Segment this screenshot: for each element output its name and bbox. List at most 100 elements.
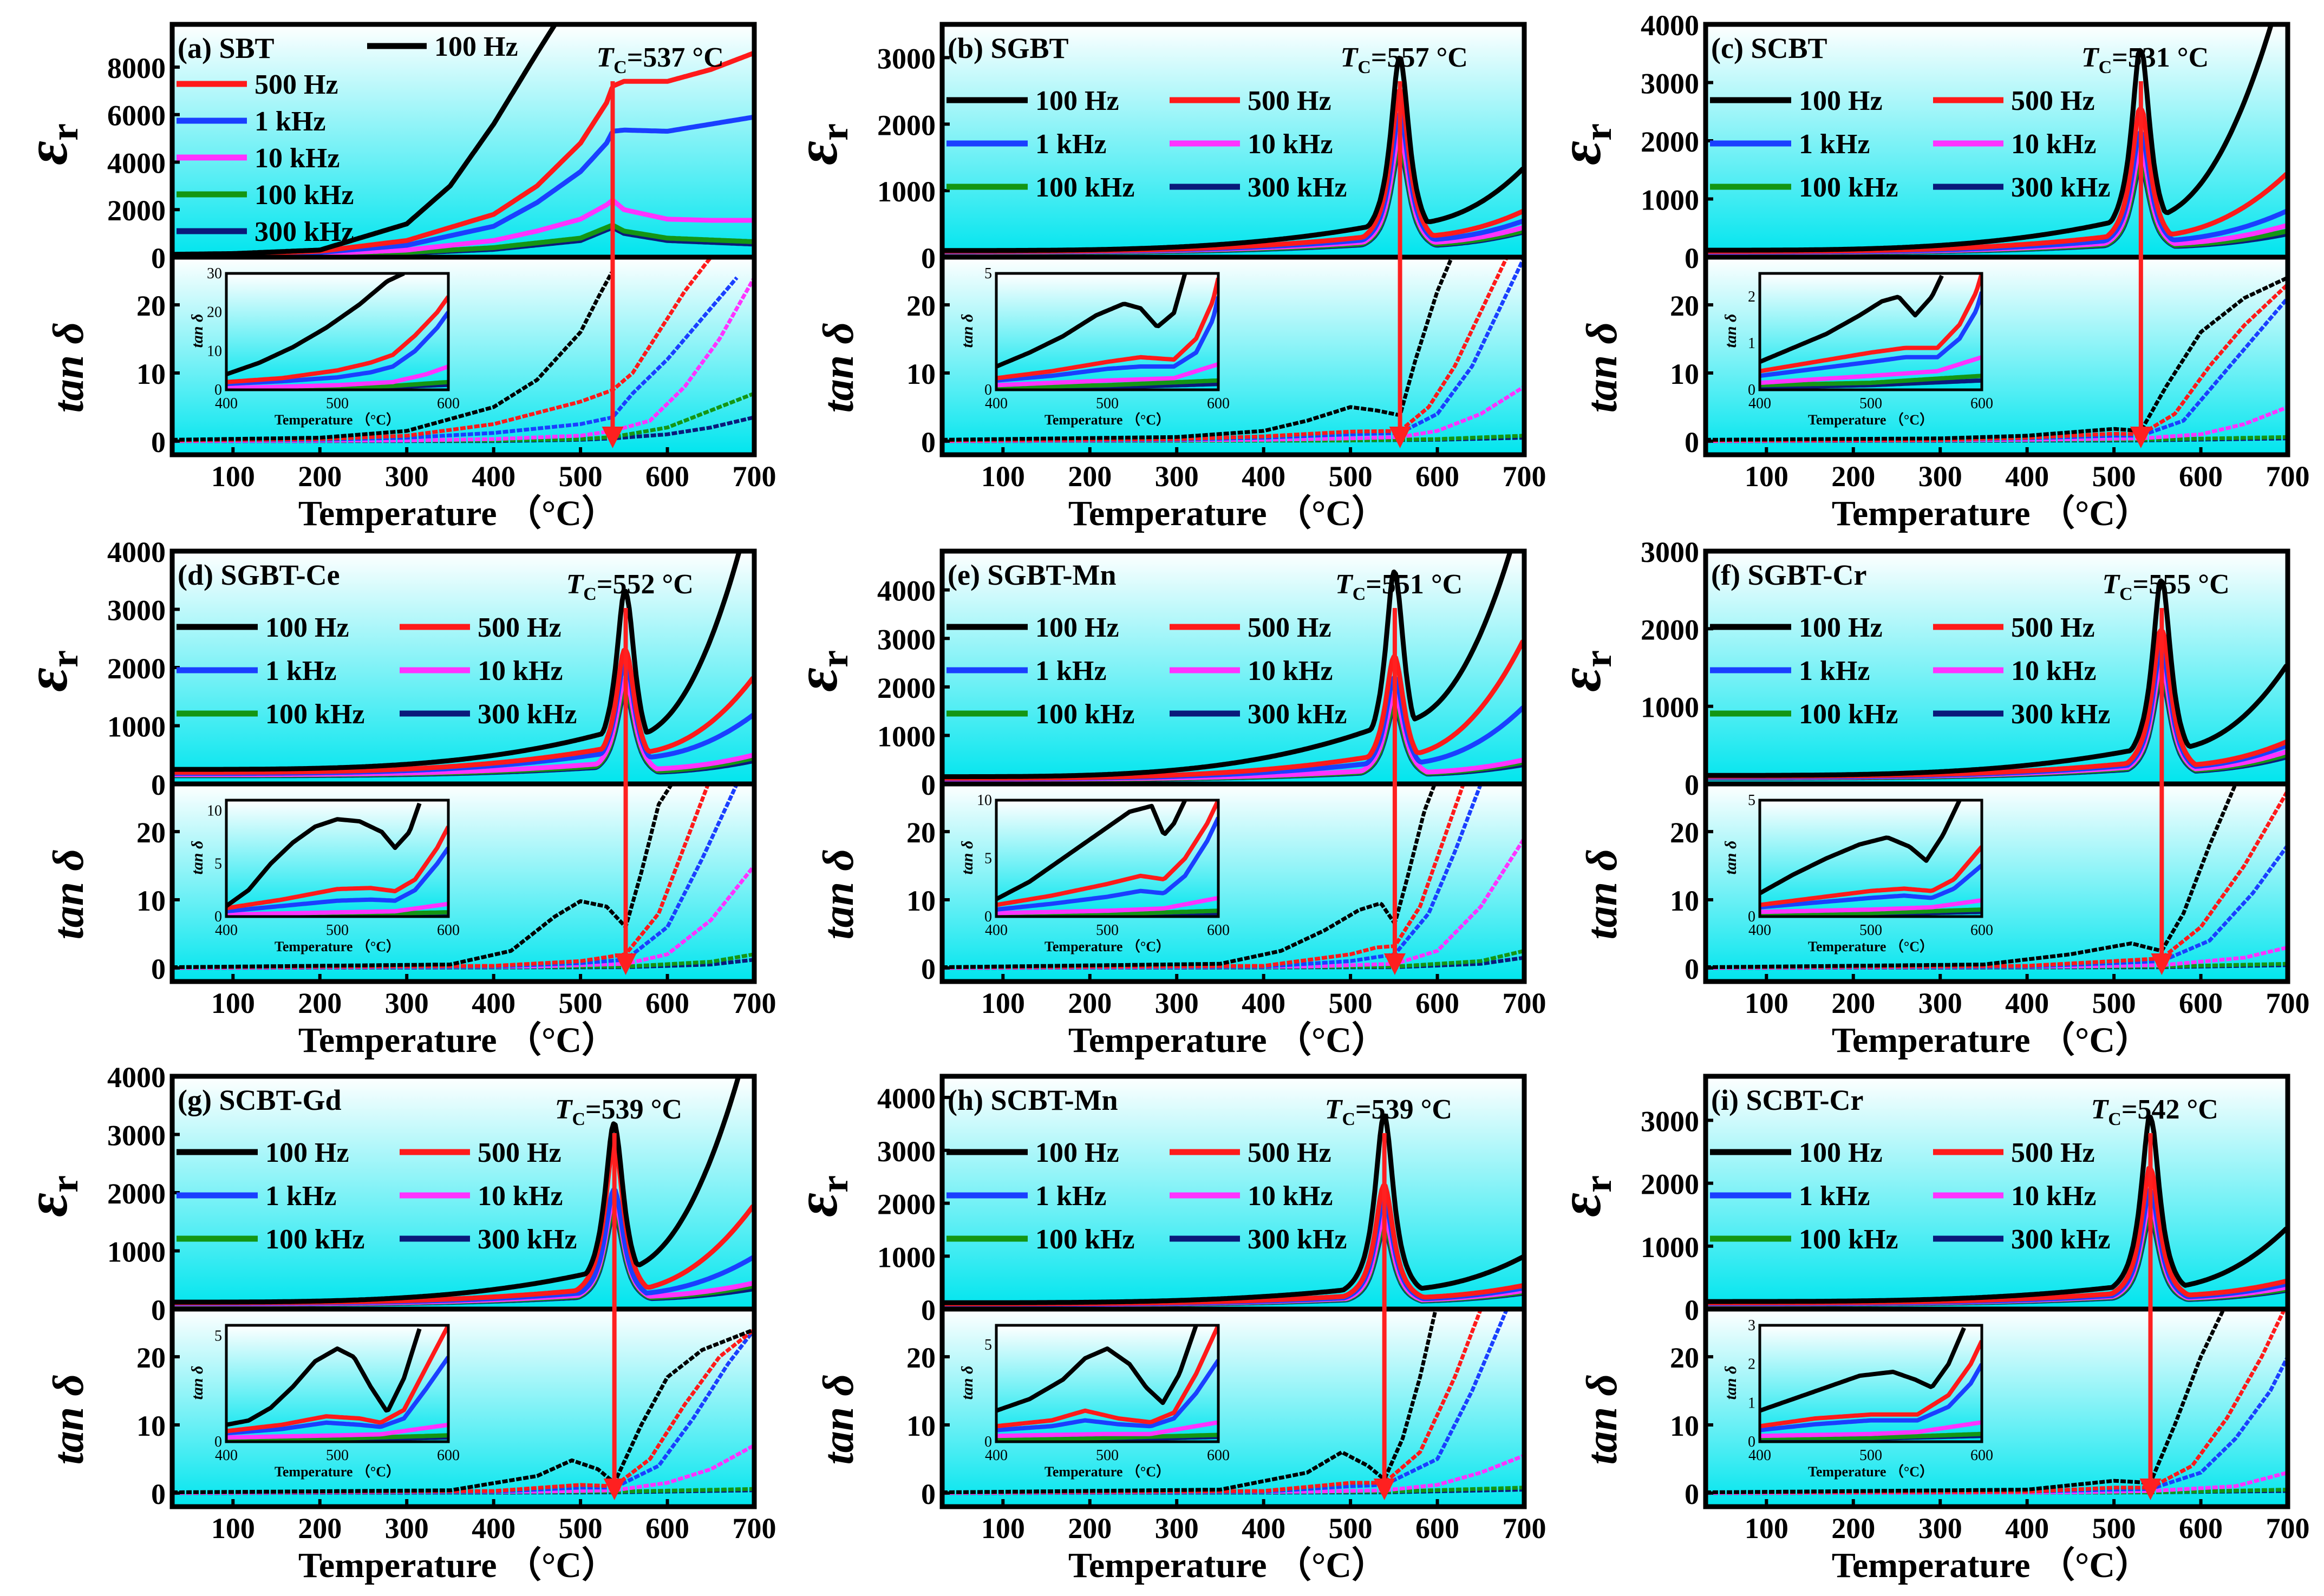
- inset-line-500hz: [226, 826, 448, 911]
- panel-title: (h) SCBT-Mn: [948, 1084, 1118, 1116]
- inset-ytick-label: 0: [214, 908, 222, 925]
- tan-ytick-label: 20: [1670, 816, 1699, 849]
- inset-line-300khz: [1760, 378, 1982, 390]
- inset-ytick-label: 20: [207, 304, 222, 321]
- legend-label: 10 kHz: [1248, 129, 1333, 160]
- inset-line-10khz: [996, 895, 1218, 915]
- tan-frame: [939, 781, 1527, 984]
- eps-y-axis-label: εr: [14, 123, 86, 165]
- xtick-label: 600: [1415, 1512, 1459, 1545]
- xtick-label: 400: [2005, 1512, 2049, 1545]
- inset: 400 500 600 0 10 20 30 Temperature （°C） tan δ: [188, 265, 460, 428]
- inset-y-label: tan δ: [958, 1366, 976, 1400]
- inset-ytick-label: 0: [984, 382, 992, 398]
- xtick-label: 200: [1831, 987, 1875, 1019]
- eps-symbol: ε: [784, 141, 850, 165]
- xtick-label: 300: [1918, 460, 1962, 493]
- inset-x-label: Temperature （°C）: [1808, 939, 1934, 954]
- eps-ytick-label: 0: [1685, 1294, 1699, 1326]
- x-axis-label: Temperature （°C）: [1068, 493, 1387, 533]
- xtick-label: 600: [2179, 460, 2223, 493]
- inset-xtick-label: 400: [1748, 395, 1771, 412]
- eps-ytick-label: 3000: [107, 594, 166, 627]
- xtick-label: 400: [472, 460, 515, 493]
- eps-ytick-label: 1000: [1641, 691, 1699, 724]
- eps-ytick-label: 3000: [877, 623, 936, 656]
- eps-ytick-label: 2000: [1641, 613, 1699, 646]
- tan-y-axis-label: tan δ: [1578, 849, 1626, 940]
- legend-label: 300 kHz: [254, 217, 354, 247]
- inset-xtick-label: 400: [215, 1447, 238, 1464]
- legend-label: 500 Hz: [2011, 86, 2095, 116]
- inset-xtick-label: 500: [1096, 922, 1119, 939]
- tan-y-axis-label: tan δ: [815, 322, 863, 413]
- legend-label: 1 kHz: [1799, 656, 1870, 686]
- legend-label: 300 kHz: [1248, 699, 1347, 730]
- legend: 100 Hz 500 Hz 1 kHz 10 kHz 100 kHz 300 kHz: [1710, 1137, 2110, 1255]
- eps-ytick-label: 2000: [1641, 1168, 1699, 1201]
- inset-xtick-label: 600: [1970, 922, 1993, 939]
- legend-label: 500 Hz: [1248, 612, 1331, 643]
- tc-annotation: TC=551 °C: [1335, 569, 1463, 604]
- eps-y-axis-label: εr: [784, 650, 856, 692]
- x-axis-label: Temperature （°C）: [298, 1545, 617, 1585]
- tan-line-100hz: [172, 271, 613, 442]
- legend-label: 100 kHz: [1035, 172, 1134, 203]
- inset-ytick-label: 0: [984, 908, 992, 925]
- legend-label: 500 Hz: [478, 612, 562, 643]
- legend-label: 10 kHz: [2011, 656, 2096, 686]
- legend-label: 100 kHz: [1799, 172, 1898, 203]
- eps-symbol: ε: [1547, 141, 1613, 165]
- eps-ytick-label: 4000: [877, 1082, 936, 1115]
- tan-ytick-label: 0: [151, 426, 166, 459]
- inset-line-100hz: [1760, 800, 1962, 895]
- legend: 100 Hz 500 Hz 1 kHz 10 kHz 100 kHz 300 kHz: [1710, 612, 2110, 730]
- x-axis-label: Temperature （°C）: [1832, 1020, 2151, 1060]
- inset-xtick-label: 600: [1207, 1447, 1230, 1464]
- inset-ytick-label: 5: [214, 855, 222, 872]
- legend-label: 100 kHz: [265, 1224, 364, 1255]
- inset-line-100khz: [1760, 907, 1982, 917]
- xtick-label: 500: [559, 1512, 603, 1545]
- tc-annotation: TC=539 °C: [1325, 1094, 1452, 1129]
- xtick-label: 700: [733, 1512, 776, 1545]
- xtick-label: 200: [298, 1512, 342, 1545]
- xtick-label: 700: [2266, 987, 2310, 1019]
- eps-subscript: r: [1576, 650, 1620, 668]
- inset-xtick-label: 500: [1096, 1447, 1119, 1464]
- xtick-label: 100: [1745, 460, 1788, 493]
- inset-curves: [226, 1325, 448, 1442]
- eps-line-100hz: [172, 1076, 741, 1305]
- inset-y-label: tan δ: [1722, 1366, 1740, 1400]
- tc-value: =539 °C: [585, 1094, 682, 1125]
- xtick-label: 700: [2266, 460, 2310, 493]
- inset-ytick-label: 0: [1748, 1434, 1755, 1450]
- inset-line-10khz: [226, 364, 448, 390]
- inset-line-100khz: [1760, 374, 1982, 388]
- legend: 100 Hz 500 Hz 1 kHz 10 kHz 100 kHz 300 kHz: [177, 612, 577, 730]
- xtick-label: 200: [298, 987, 342, 1019]
- xtick-label: 500: [2092, 1512, 2136, 1545]
- xtick-label: 300: [385, 987, 429, 1019]
- eps-subscript: r: [43, 123, 86, 141]
- eps-line-100hz: [1706, 24, 2274, 253]
- tan-ytick-label: 0: [151, 953, 166, 985]
- xtick-label: 300: [1918, 987, 1962, 1019]
- legend-label: 500 Hz: [478, 1137, 562, 1168]
- legend-label: 1 kHz: [1035, 129, 1106, 160]
- tc-annotation: TC=537 °C: [596, 42, 723, 77]
- inset-xtick-label: 600: [437, 1447, 460, 1464]
- inset-ytick-label: 10: [207, 803, 222, 820]
- inset-ytick-label: 5: [984, 1337, 992, 1353]
- inset-line-1khz: [226, 311, 448, 387]
- xtick-label: 700: [1503, 987, 1546, 1019]
- tc-subscript: C: [2119, 584, 2133, 604]
- tan-curves: [942, 784, 1524, 970]
- x-axis-label: Temperature （°C）: [298, 493, 617, 533]
- eps-ytick-label: 4000: [877, 575, 936, 607]
- inset-line-1khz: [996, 816, 1218, 912]
- inset-ytick-label: 5: [984, 265, 992, 282]
- tan-curves: [942, 1309, 1524, 1495]
- panel-title: (d) SGBT-Ce: [178, 559, 340, 591]
